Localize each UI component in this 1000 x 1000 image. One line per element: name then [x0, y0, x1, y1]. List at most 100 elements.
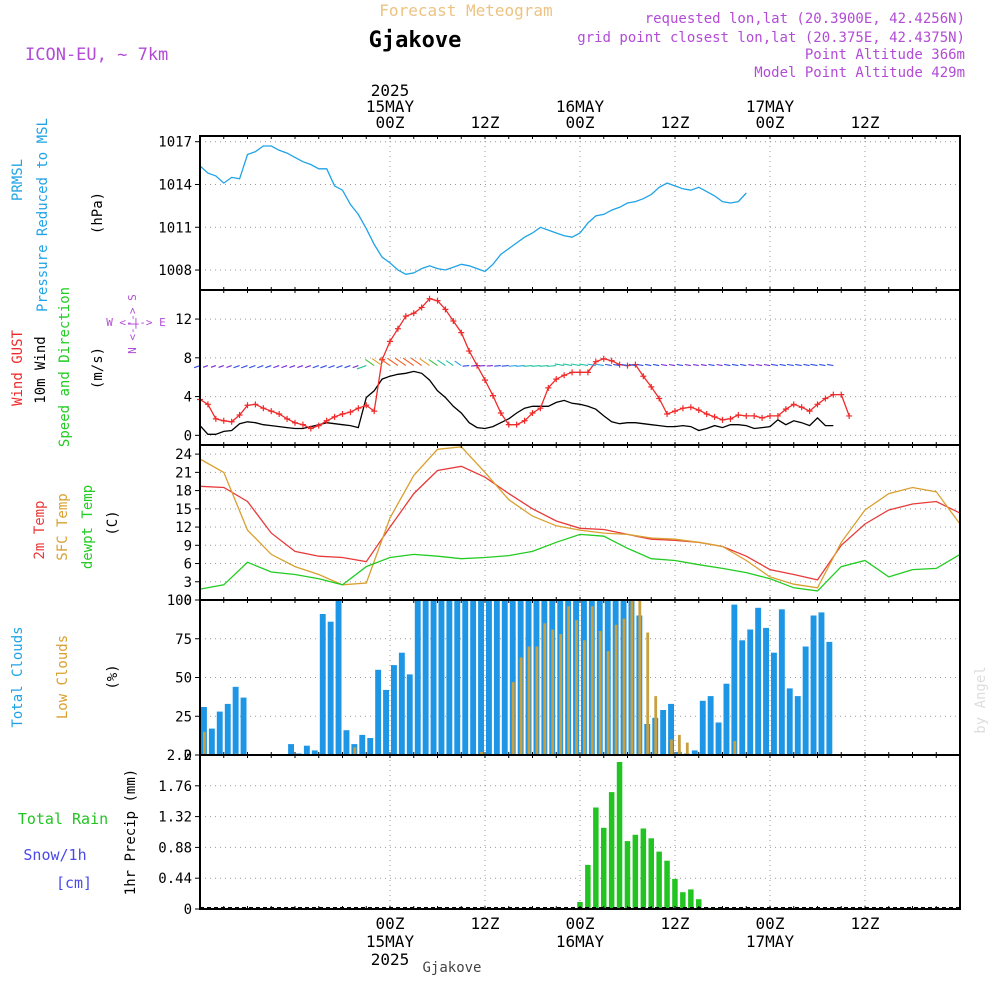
- y-tick-label: 50: [175, 671, 192, 687]
- gust-marker: [482, 377, 488, 384]
- total-cloud-bar: [739, 640, 746, 755]
- total-cloud-bar: [826, 641, 833, 755]
- gust-marker: [418, 304, 425, 311]
- total-cloud-bar: [383, 689, 389, 755]
- gust-marker: [751, 412, 758, 419]
- wind-direction-arrow: [620, 363, 628, 367]
- gust-marker: [664, 411, 671, 417]
- y-tick-label: 1008: [158, 263, 192, 279]
- wind-direction-arrow: [356, 365, 367, 370]
- gust-marker: [592, 358, 599, 365]
- gust-marker: [648, 383, 655, 390]
- pressure-label-1: PRMSL: [10, 159, 26, 201]
- gust-marker: [442, 306, 449, 313]
- wind-direction-arrow: [628, 363, 636, 367]
- total-cloud-bar: [786, 688, 793, 755]
- wind-direction-arrow: [523, 365, 533, 367]
- gust-marker: [743, 412, 750, 419]
- gust-marker: [355, 405, 362, 412]
- bottom-time-label: 00Z: [566, 914, 595, 933]
- header: Forecast Meteogram Gjakove ICON-EU, ~ 7k…: [25, 1, 989, 976]
- gust-marker: [798, 404, 805, 411]
- total-cloud-bar: [501, 600, 508, 755]
- wind-direction-arrow: [613, 363, 620, 367]
- total-cloud-bar: [810, 615, 817, 755]
- requested-coords: requested lon,lat (20.3900E, 42.4256N): [645, 11, 965, 27]
- forecast-title: Forecast Meteogram: [379, 1, 552, 20]
- total-cloud-bar: [201, 707, 207, 755]
- gust-marker: [505, 421, 512, 428]
- temp-2m-line: [199, 465, 961, 581]
- top-time-label: 16MAY: [556, 97, 605, 116]
- total-cloud-bar: [240, 697, 247, 755]
- y-tick-label: 9: [184, 538, 192, 554]
- total-cloud-bar: [715, 722, 722, 755]
- y-tick-label: 1011: [158, 220, 192, 236]
- low-cloud-bar: [670, 739, 673, 755]
- gust-marker: [252, 401, 259, 408]
- gust-marker: [268, 408, 275, 415]
- y-tick-label: 21: [175, 465, 192, 481]
- wind-direction-arrow: [668, 363, 676, 367]
- rain-bar: [688, 889, 694, 909]
- low-cloud-bar: [567, 606, 570, 755]
- wind-direction-arrow: [486, 365, 493, 367]
- wind-direction-arrow: [387, 357, 399, 367]
- bottom-time-label: 12Z: [661, 914, 690, 933]
- low-cloud-bar: [559, 634, 563, 755]
- top-time-label: 00Z: [566, 113, 595, 132]
- bottom-time-label: 00Z: [376, 914, 405, 933]
- wind-direction-arrow: [763, 363, 771, 367]
- point-altitude: Point Altitude 366m: [805, 47, 965, 63]
- gust-marker: [331, 413, 338, 420]
- wind-direction-arrow: [579, 363, 589, 367]
- gust-marker: [679, 405, 686, 412]
- gust-marker: [410, 310, 417, 317]
- low-cloud-bar: [654, 696, 658, 755]
- wind-direction-arrow: [508, 365, 517, 367]
- wind-direction-arrow: [596, 363, 604, 367]
- top-time-label: 00Z: [376, 113, 405, 132]
- wind-direction-arrow: [716, 363, 723, 367]
- wind-direction-arrow: [494, 365, 501, 367]
- gust-marker: [703, 411, 710, 417]
- rain-bar: [593, 807, 599, 909]
- total-cloud-bar: [486, 600, 492, 755]
- wind-direction-arrow: [739, 363, 747, 367]
- wind-direction-arrow: [563, 363, 573, 367]
- total-cloud-bar: [699, 700, 706, 756]
- wind-direction-arrow: [402, 357, 415, 367]
- wind-direction-arrow: [419, 358, 430, 367]
- y-tick-label: 1.76: [158, 779, 192, 795]
- y-tick-label: 0: [184, 748, 192, 764]
- low-cloud-bar: [638, 600, 642, 755]
- top-time-label: 15MAY: [366, 97, 415, 116]
- y-tick-label: 15: [175, 502, 192, 518]
- top-time-label: 12Z: [851, 113, 880, 132]
- y-tick-label: 18: [175, 484, 192, 500]
- y-tick-label: 0: [184, 428, 192, 444]
- gust-marker: [513, 421, 520, 428]
- low-cloud-bar: [598, 631, 602, 755]
- y-tick-label: 0: [184, 902, 192, 918]
- snow-label: Snow/1h: [23, 846, 86, 864]
- y-tick-label: 8: [184, 351, 192, 367]
- panel-labels: PRMSL Pressure Reduced to MSL (hPa) Wind…: [10, 118, 166, 895]
- wind-direction-arrow: [786, 363, 794, 367]
- low-cloud-bar: [527, 646, 531, 755]
- rain-bar: [648, 838, 654, 909]
- total-cloud-bar: [232, 686, 239, 755]
- wind-direction-arrow: [210, 365, 217, 368]
- low-cloud-bar: [480, 751, 483, 755]
- wind-direction-arrow: [445, 360, 454, 367]
- total-cloud-bar: [802, 646, 809, 755]
- total-cloud-bar: [509, 600, 516, 755]
- low-cloud-bar: [733, 741, 737, 755]
- total-cloud-bar: [391, 665, 397, 755]
- wind-direction-arrow: [516, 365, 525, 367]
- y-tick-label: 24: [175, 447, 192, 463]
- low-cloud-bar: [606, 651, 610, 755]
- low-cloud-bar: [203, 731, 206, 756]
- gust-marker: [814, 401, 821, 408]
- wind-direction-arrow: [226, 365, 232, 369]
